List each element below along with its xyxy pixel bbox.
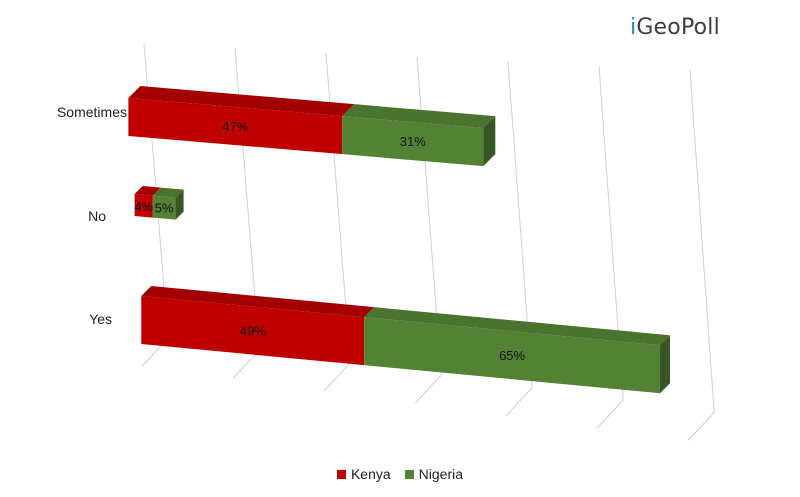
- legend: Kenya Nigeria: [0, 466, 800, 482]
- bar-top-kenya-yes: [141, 286, 375, 318]
- category-labels: Sometimes No Yes: [57, 104, 127, 327]
- bar-kenya-yes: [141, 296, 365, 366]
- gridline-floor: [687, 412, 715, 441]
- legend-item-kenya: Kenya: [336, 466, 391, 482]
- gridline-floor: [414, 374, 442, 404]
- gridline-floor: [323, 362, 351, 392]
- data-label-nigeria-sometimes: 31%: [400, 134, 426, 149]
- bar-kenya-no: [134, 194, 153, 218]
- bar-nigeria-yes: [364, 317, 660, 394]
- gridline-floor: [232, 350, 260, 379]
- data-label-kenya-sometimes: 47%: [222, 119, 248, 134]
- bar-nigeria-no: [152, 195, 176, 220]
- bar-top-nigeria-sometimes: [342, 104, 496, 129]
- data-label-kenya-yes: 49%: [240, 324, 266, 339]
- category-label-yes: Yes: [89, 311, 112, 327]
- bar-kenya-sometimes: [128, 98, 343, 155]
- data-label-nigeria-yes: 65%: [499, 348, 525, 363]
- gridline-back: [689, 70, 715, 413]
- bar-side-no: [175, 189, 184, 220]
- bar-top-nigeria-yes: [364, 307, 670, 346]
- gridline-floor: [505, 387, 533, 416]
- bar-side-sometimes: [483, 116, 496, 167]
- legend-label-kenya: Kenya: [350, 466, 391, 482]
- category-label-sometimes: Sometimes: [57, 104, 127, 120]
- bars: 47% 31% 4% 5% 49% 65%: [128, 86, 670, 394]
- legend-label-nigeria: Nigeria: [418, 466, 464, 482]
- logo-prefix: i: [630, 14, 637, 40]
- data-label-nigeria-no: 5%: [155, 201, 174, 216]
- legend-swatch-kenya: [336, 469, 346, 479]
- data-label-kenya-no: 4%: [134, 199, 153, 214]
- geopoll-logo: iGeoPoll: [630, 10, 720, 44]
- legend-swatch-nigeria: [404, 469, 414, 479]
- bar-top-kenya-no: [134, 186, 161, 196]
- bar-top-nigeria-no: [152, 187, 184, 198]
- bar-side-yes: [659, 335, 670, 394]
- bar-nigeria-sometimes: [342, 116, 484, 167]
- category-label-no: No: [88, 208, 106, 224]
- logo-name: GeoPoll: [636, 14, 720, 40]
- legend-item-nigeria: Nigeria: [404, 466, 464, 482]
- bar-top-kenya-sometimes: [128, 86, 355, 117]
- gridline-floor: [596, 399, 624, 429]
